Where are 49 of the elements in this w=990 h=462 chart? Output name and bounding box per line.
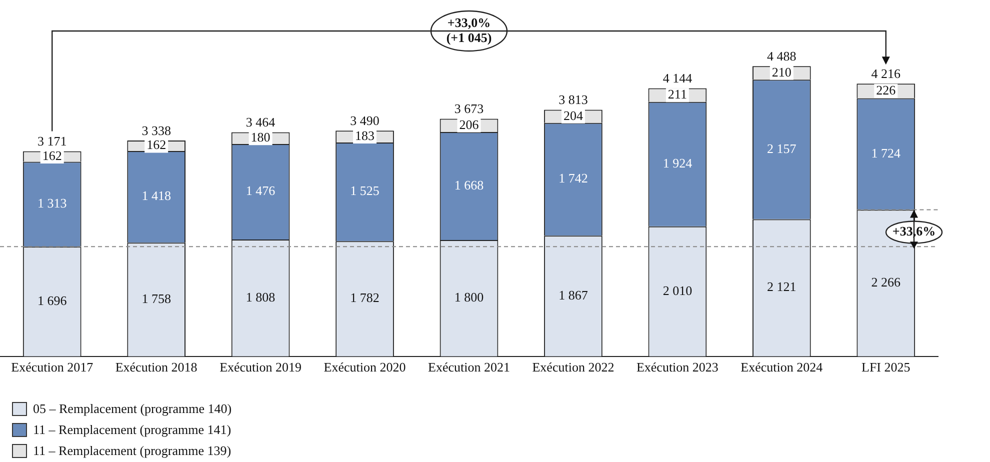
data-label: 162 [42,148,62,163]
total-label: 3 464 [246,114,276,130]
data-label: 180 [250,130,270,145]
x-tick-label: Exécution 2024 [740,360,824,375]
total-label: 4 144 [662,70,693,86]
data-label: 2 121 [767,279,796,294]
data-label: 210 [772,64,792,80]
x-tick-label: Exécution 2019 [220,360,302,375]
data-label: 162 [146,137,166,152]
legend-label: 11 – Remplacement (programme 141) [33,422,232,438]
data-label: 1 867 [558,287,588,302]
x-tick-label: Exécution 2017 [11,360,94,375]
data-label: 211 [668,86,687,102]
data-label: 1 800 [454,290,484,305]
data-label: 1 476 [246,183,276,198]
data-label: 1 668 [454,177,484,192]
data-label: 1 808 [246,289,276,304]
legend-label: 05 – Remplacement (programme 140) [33,400,232,416]
data-label: 1 724 [871,145,902,160]
x-tick-label: Exécution 2020 [324,360,406,375]
total-label: 4 216 [871,66,902,82]
data-label: 1 525 [350,183,380,198]
data-label: 183 [355,128,375,143]
data-label: 1 782 [350,290,380,306]
data-label: 1 313 [37,196,67,211]
data-label: 226 [876,82,896,98]
legend-label: 11 – Remplacement (programme 139) [33,442,232,458]
total-label: 3 338 [142,122,171,138]
x-tick-label: Exécution 2023 [636,360,718,375]
data-label: 2 157 [767,140,797,156]
x-tick-label: Exécution 2018 [115,360,198,375]
data-label: 2 010 [662,282,692,298]
total-label: 4 488 [767,48,796,64]
data-label: 1 696 [37,292,68,308]
data-label: 206 [459,116,480,132]
total-label: 3 673 [454,101,484,116]
data-label: 2 266 [871,274,902,290]
data-label: 1 758 [142,290,171,306]
data-label: 1 418 [142,188,171,204]
data-label: 1 924 [662,156,693,171]
data-label: 1 742 [558,170,588,186]
total-label: 3 490 [350,113,380,128]
text: +33,0% (+1 045) [446,14,492,45]
total-label: 3 171 [37,134,67,149]
total-label: 3 813 [558,92,588,108]
data-label: 204 [563,108,584,123]
x-tick-label: LFI 2025 [862,360,910,375]
x-tick-label: Exécution 2022 [532,360,614,375]
x-tick-label: Exécution 2021 [428,360,510,375]
